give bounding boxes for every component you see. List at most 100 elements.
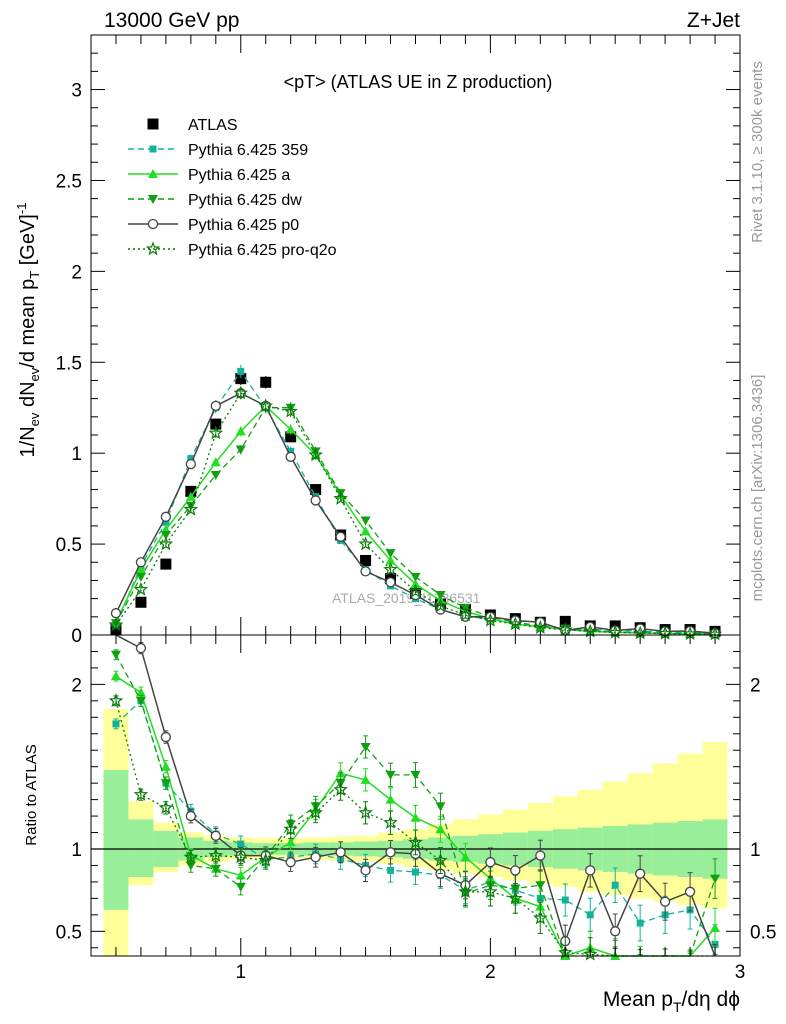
legend-item: Pythia 6.425 pro-q2o: [128, 241, 337, 259]
ratio-data-point: [360, 774, 371, 784]
main-data-point: [559, 615, 571, 627]
ratio-y-tick-label-right: 1: [750, 840, 761, 861]
ratio-band-bin-inner: [128, 819, 154, 877]
main-data-point: [133, 581, 149, 596]
main-data-point: [283, 403, 298, 418]
plot-title: <pT> (ATLAS UE in Z production): [284, 72, 553, 92]
main-data-point: [237, 367, 245, 375]
ratio-series-group: [113, 634, 718, 957]
main-data-point: [160, 531, 171, 540]
main-data-point: [210, 457, 221, 467]
ratio-data-point: [358, 805, 373, 819]
main-data-point: [183, 501, 199, 516]
main-data-point: [335, 531, 346, 542]
ratio-data-point: [235, 870, 246, 880]
legend-item: ATLAS: [147, 117, 238, 134]
ratio-data-point: [285, 857, 296, 868]
ratio-y-tick-label-right: 2: [750, 675, 761, 696]
main-data-point: [185, 458, 196, 470]
process-label: Z+Jet: [687, 9, 740, 32]
main-y-tick-label: 3: [71, 81, 82, 102]
main-data-point: [385, 549, 396, 559]
main-data-point: [235, 445, 246, 455]
ratio-data-point: [636, 919, 644, 927]
legend-item: Pythia 6.425 359: [128, 142, 308, 159]
main-data-point: [235, 426, 246, 436]
ratio-data-point: [235, 882, 246, 892]
ratio-data-point: [285, 837, 296, 847]
main-data-point: [582, 623, 598, 638]
ratio-data-point: [135, 687, 146, 697]
main-data-point: [233, 385, 249, 400]
legend-label: Pythia 6.425 a: [188, 167, 290, 184]
ratio-data-point: [385, 794, 396, 804]
main-series-group: [110, 387, 721, 639]
ratio-data-point: [508, 890, 523, 905]
ratio-series: [108, 634, 721, 961]
ratio-data-point: [208, 847, 224, 862]
main-data-point: [110, 624, 122, 636]
ratio-data-point: [333, 782, 348, 796]
ratio-data-point: [410, 770, 421, 780]
ratio-band-bin-inner: [103, 769, 129, 910]
legend-marker: [148, 195, 158, 204]
ratio-data-point: [710, 923, 721, 933]
ratio-data-point: [237, 840, 245, 848]
main-data-point: [385, 555, 396, 565]
ratio-data-point: [460, 852, 471, 862]
ratio-panel: 0.5 0.5 1 1 2 2 1 2 3: [56, 634, 776, 983]
ratio-data-point: [710, 874, 721, 884]
main-data-point: [158, 536, 174, 551]
main-y-tick-label: 0: [71, 626, 82, 647]
ratio-y-tick-label-left: 0.5: [56, 922, 82, 943]
ratio-data-point: [112, 720, 120, 728]
ratio-data-point: [635, 868, 646, 879]
legend-label: Pythia 6.425 359: [188, 142, 308, 159]
main-data-point: [210, 471, 221, 480]
main-data-point: [135, 557, 147, 568]
ratio-data-point: [510, 865, 521, 876]
main-data-point: [333, 490, 348, 505]
main-data-point: [285, 451, 296, 462]
ratio-data-point: [611, 881, 619, 889]
ratio-data-point: [210, 864, 221, 874]
ratio-data-point: [483, 884, 498, 899]
x-tick-label: 3: [735, 962, 746, 983]
main-data-point: [135, 572, 146, 582]
main-data-point: [285, 424, 296, 434]
legend-marker: [148, 169, 158, 178]
ratio-data-point: [233, 849, 249, 864]
ratio-data-point: [360, 742, 371, 752]
main-data-point: [383, 561, 398, 576]
ratio-data-point: [308, 805, 323, 819]
main-data-point: [360, 516, 371, 526]
main-data-point: [360, 554, 372, 566]
ratio-data-point: [283, 821, 298, 836]
main-data-point: [187, 455, 195, 463]
legend-item: Pythia 6.425 dw: [128, 192, 302, 209]
legend-item: Pythia 6.425 p0: [128, 217, 299, 234]
ratio-data-point: [383, 815, 398, 829]
main-series: [108, 364, 723, 641]
ratio-data-point: [435, 802, 446, 812]
ratio-data-point: [335, 847, 346, 858]
ratio-data-point: [585, 865, 596, 876]
rivet-side-label: Rivet 3.1.10, ≥ 300k events: [749, 61, 766, 243]
legend: ATLAS Pythia 6.425 359 Pythia 6.425 a Pythi…: [128, 117, 337, 259]
main-data-point: [210, 400, 221, 412]
ratio-data-point: [133, 787, 149, 801]
legend-label: ATLAS: [188, 117, 238, 134]
ratio-axis-ticks: 0.5 0.5 1 1 2 2 1 2 3: [56, 635, 776, 983]
main-data-point: [110, 608, 122, 619]
ratio-data-point: [160, 731, 172, 743]
main-data-point: [208, 425, 224, 440]
ratio-y-tick-label-left: 2: [71, 675, 82, 696]
ratio-data-point: [158, 800, 174, 815]
main-y-tick-label: 1.5: [56, 353, 82, 374]
main-data-point: [185, 491, 196, 501]
main-data-point: [360, 526, 371, 536]
main-data-point: [258, 398, 273, 413]
main-data-point: [108, 617, 124, 632]
main-data-point: [483, 612, 498, 627]
